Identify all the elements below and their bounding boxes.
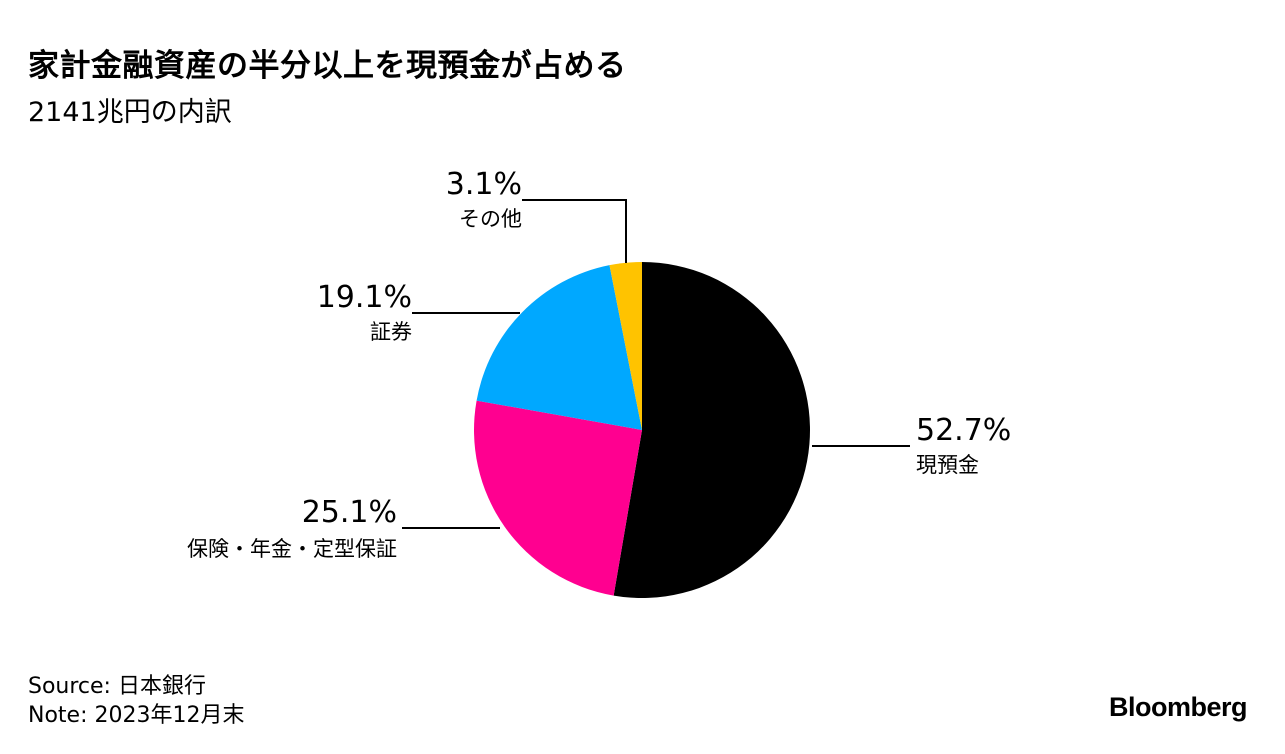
slice-category-label: その他 bbox=[459, 207, 522, 231]
pie-slice bbox=[474, 400, 642, 596]
slice-category-label: 証券 bbox=[370, 320, 412, 344]
slice-category-label: 保険・年金・定型保証 bbox=[187, 537, 397, 561]
slice-value-label: 19.1% bbox=[317, 280, 412, 315]
pie-slice bbox=[613, 262, 810, 598]
bloomberg-logo: Bloomberg bbox=[1108, 692, 1248, 722]
pie-slice bbox=[609, 262, 642, 430]
date-note: Note: 2023年12月末 bbox=[28, 703, 245, 728]
chart-subtitle: 2141兆円の内訳 bbox=[28, 97, 232, 128]
slice-value-label: 25.1% bbox=[302, 495, 397, 530]
slice-value-label: 3.1% bbox=[446, 167, 522, 202]
leader-line bbox=[522, 199, 627, 263]
slice-category-label: 現預金 bbox=[916, 453, 979, 477]
source-note: Source: 日本銀行 bbox=[28, 674, 206, 699]
footer: Source: 日本銀行 Note: 2023年12月末 bbox=[28, 672, 244, 730]
slice-value-label: 52.7% bbox=[916, 413, 1011, 448]
pie-slice bbox=[476, 265, 642, 430]
chart-title: 家計金融資産の半分以上を現預金が占める bbox=[28, 48, 627, 84]
